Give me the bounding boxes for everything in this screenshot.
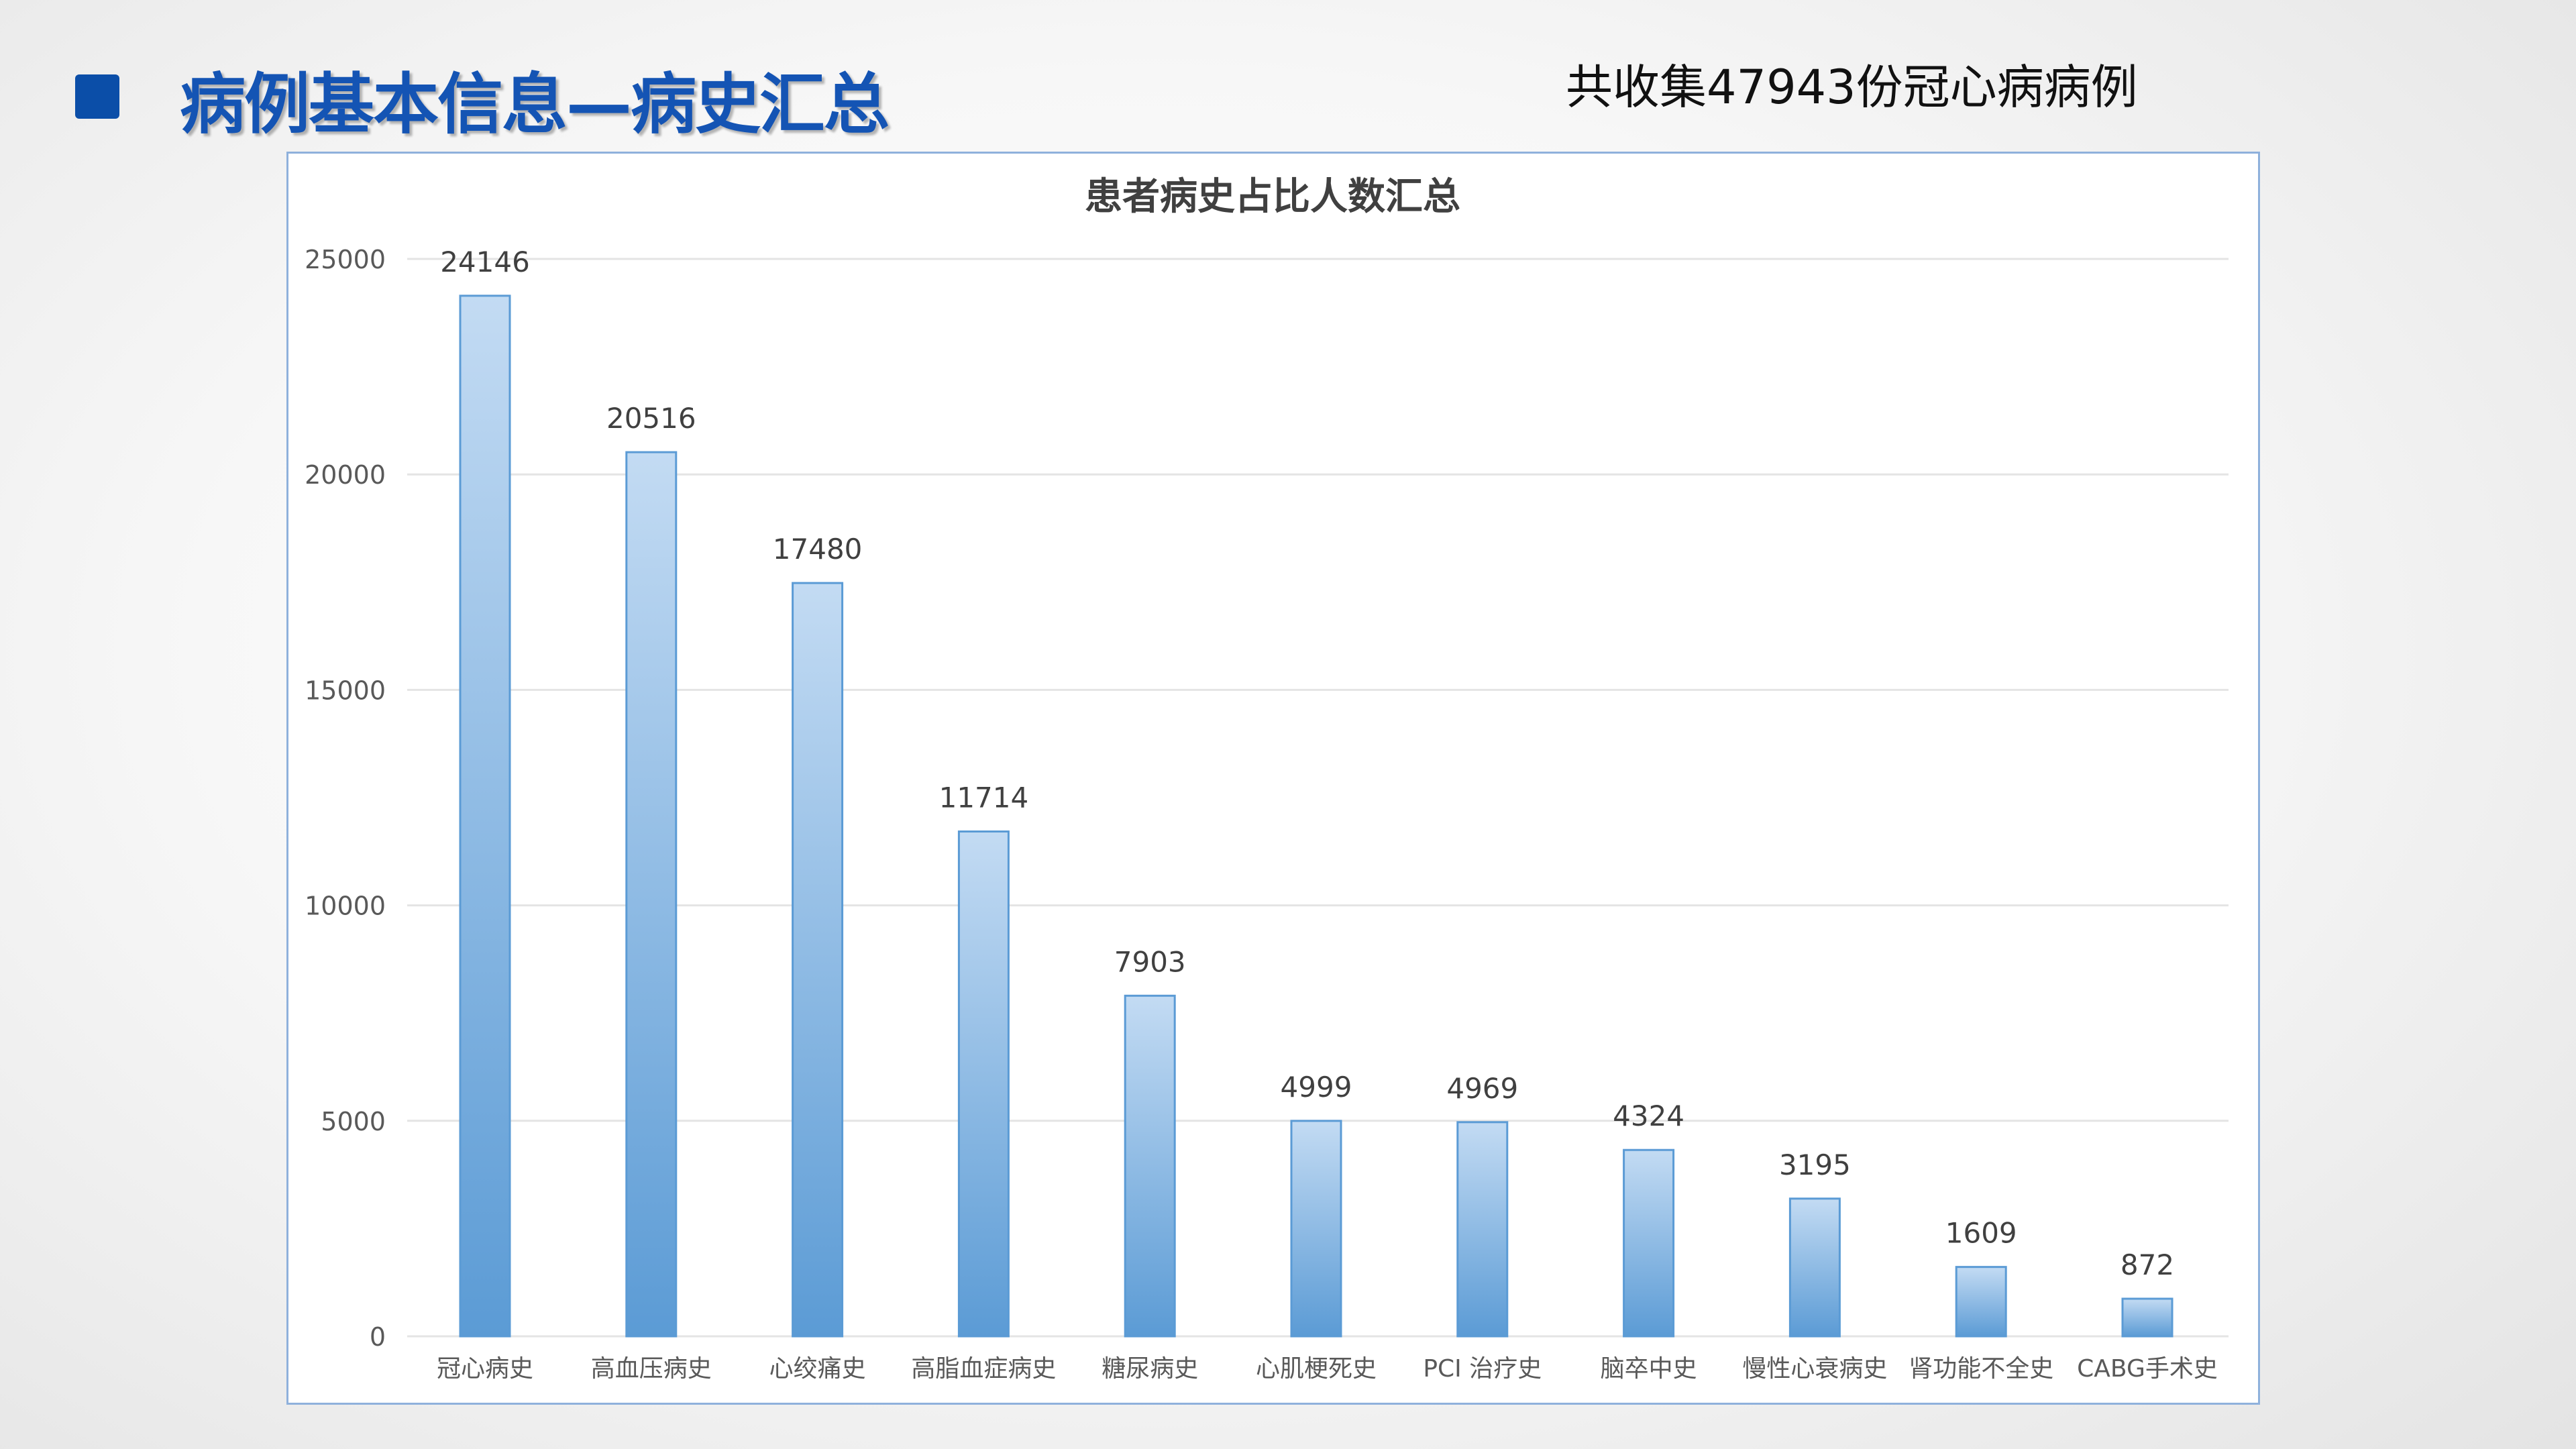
x-tick-label: CABG手术史 (2077, 1355, 2218, 1383)
data-label: 11714 (939, 781, 1029, 814)
data-label: 20516 (606, 402, 696, 435)
y-tick-label: 25000 (305, 245, 386, 274)
x-tick-label: 肾功能不全史 (1909, 1355, 2053, 1383)
slide-title: 病例基本信息—病史汇总 (180, 66, 890, 143)
chart-title: 患者病史占比人数汇总 (1085, 175, 1460, 219)
bar (625, 451, 678, 1338)
data-label: 3195 (1779, 1148, 1851, 1181)
data-label: 24146 (440, 246, 530, 278)
x-tick-label: 高血压病史 (591, 1355, 712, 1383)
data-label: 1609 (1945, 1217, 2017, 1250)
bar (1290, 1120, 1342, 1338)
data-label: 7903 (1114, 945, 1186, 978)
header-square-icon (75, 74, 119, 119)
x-tick-label: 冠心病史 (437, 1355, 533, 1383)
data-label: 872 (2121, 1248, 2174, 1281)
x-axis-ticks: 冠心病史 高血压病史 心绞痛史 高脂血症病史 糖尿病史 心肌梗死史 PCI 治疗史 脑卒中史 慢… (437, 1355, 2218, 1383)
case-count-note: 共收集47943份冠心病病例 (1566, 60, 2138, 115)
x-tick-label: 脑卒中史 (1601, 1355, 1697, 1383)
y-tick-label: 15000 (305, 676, 386, 705)
x-tick-label: 高脂血症病史 (911, 1355, 1056, 1383)
bar (1788, 1197, 1841, 1338)
y-tick-label: 5000 (321, 1107, 386, 1136)
chart-frame (286, 152, 2260, 1405)
x-tick-label: 心肌梗死史 (1256, 1355, 1377, 1383)
bar (1623, 1148, 1675, 1338)
bar (957, 830, 1010, 1338)
bar (1124, 994, 1176, 1338)
bars (459, 294, 2174, 1338)
x-tick-label: 慢性心衰病史 (1742, 1355, 1887, 1383)
x-tick-label: PCI 治疗史 (1423, 1355, 1542, 1383)
bar (1955, 1266, 2007, 1338)
y-tick-label: 20000 (305, 460, 386, 490)
data-label: 4324 (1613, 1099, 1684, 1132)
bar (1456, 1121, 1509, 1338)
bar (2121, 1297, 2174, 1338)
slide-header: 病例基本信息—病史汇总 共收集47943份冠心病病例 (0, 0, 2576, 148)
y-tick-label: 0 (370, 1322, 386, 1352)
x-tick-label: 糖尿病史 (1102, 1355, 1198, 1383)
x-tick-label: 心绞痛史 (769, 1355, 866, 1383)
y-axis-ticks: 0 5000 10000 15000 20000 25000 (305, 245, 386, 1352)
data-label: 17480 (773, 533, 863, 566)
data-label: 4999 (1281, 1071, 1352, 1104)
bar (459, 294, 511, 1338)
data-label: 4969 (1446, 1072, 1518, 1105)
y-tick-label: 10000 (305, 892, 386, 921)
data-labels: 24146 20516 17480 11714 7903 4999 4969 4324 3195… (440, 246, 2174, 1281)
bar (792, 582, 844, 1338)
